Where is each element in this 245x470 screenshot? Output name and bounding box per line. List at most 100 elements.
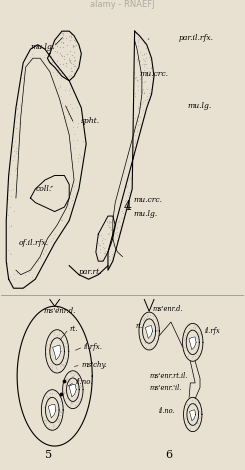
Point	[58, 96, 62, 104]
Point	[70, 399, 74, 407]
Point	[70, 67, 74, 75]
Point	[61, 389, 65, 396]
Point	[133, 40, 137, 47]
Point	[69, 32, 73, 39]
Point	[143, 338, 147, 346]
Point	[189, 422, 193, 429]
Point	[103, 248, 107, 255]
Point	[72, 374, 76, 381]
Point	[136, 102, 140, 110]
Point	[76, 398, 80, 405]
Point	[75, 123, 79, 130]
Point	[44, 51, 48, 58]
Point	[69, 33, 73, 40]
Point	[43, 406, 47, 414]
Point	[71, 369, 75, 377]
Point	[142, 62, 146, 69]
Point	[53, 39, 57, 47]
Point	[63, 113, 67, 120]
Point	[145, 312, 149, 319]
Point	[7, 223, 11, 231]
Point	[136, 54, 140, 62]
Point	[189, 325, 193, 333]
Point	[194, 327, 198, 335]
Point	[78, 153, 82, 160]
Point	[79, 172, 83, 179]
Point	[136, 122, 140, 129]
Point	[68, 401, 72, 408]
Point	[77, 376, 81, 384]
Point	[44, 350, 48, 358]
Point	[71, 136, 75, 143]
Point	[61, 53, 65, 60]
Point	[14, 144, 18, 152]
Point	[67, 55, 71, 62]
Point	[187, 325, 191, 332]
Text: mu.crc.: mu.crc.	[133, 196, 162, 204]
Point	[54, 364, 58, 372]
Point	[107, 252, 110, 259]
Point	[55, 71, 59, 79]
Point	[182, 336, 186, 344]
Point	[120, 214, 124, 222]
Point	[68, 90, 72, 98]
Point	[151, 315, 155, 323]
Point	[49, 425, 53, 433]
Point	[74, 66, 78, 74]
Point	[141, 78, 145, 86]
Point	[70, 104, 74, 112]
Point	[123, 205, 127, 212]
Point	[53, 47, 57, 55]
Point	[69, 60, 73, 67]
Point	[49, 336, 53, 343]
Point	[128, 173, 132, 181]
Point	[135, 116, 139, 123]
Point	[106, 262, 110, 270]
Point	[53, 230, 57, 238]
Point	[182, 335, 186, 342]
Point	[58, 368, 62, 376]
Point	[132, 123, 135, 131]
Point	[132, 128, 136, 135]
Point	[142, 315, 146, 323]
Point	[198, 329, 202, 337]
Point	[71, 73, 75, 81]
Point	[109, 218, 112, 226]
Point	[71, 42, 75, 50]
Point	[145, 70, 148, 77]
Point	[100, 236, 104, 244]
Point	[196, 407, 200, 415]
Point	[96, 239, 100, 247]
Point	[187, 350, 191, 358]
Point	[100, 256, 104, 263]
Point	[198, 409, 202, 417]
Point	[67, 110, 71, 118]
Point	[71, 43, 75, 50]
Point	[126, 191, 130, 199]
Point	[8, 204, 12, 211]
Point	[71, 60, 75, 68]
Point	[16, 110, 20, 118]
Point	[57, 330, 61, 338]
Point	[155, 326, 159, 333]
Point	[59, 51, 63, 58]
Point	[68, 139, 72, 147]
Point	[44, 350, 48, 357]
Point	[64, 375, 68, 383]
Point	[69, 30, 73, 38]
Point	[8, 249, 12, 256]
Point	[52, 421, 56, 429]
Point	[134, 73, 137, 81]
Point	[77, 374, 81, 382]
Point	[193, 400, 197, 407]
Point	[142, 56, 146, 63]
Point	[9, 192, 13, 199]
Point	[140, 88, 144, 96]
Point	[148, 55, 152, 63]
Point	[144, 314, 148, 322]
Point	[62, 381, 66, 389]
Point	[74, 41, 78, 48]
Point	[71, 118, 75, 126]
Point	[127, 188, 131, 196]
Point	[68, 115, 72, 122]
